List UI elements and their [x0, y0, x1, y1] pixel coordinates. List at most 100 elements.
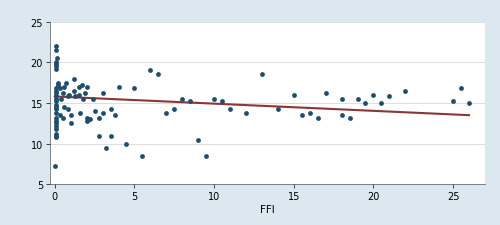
- Point: [60, 106, 68, 109]
- Point: [52, 124, 60, 128]
- Point: [465, 102, 473, 105]
- Point: [306, 111, 314, 115]
- Point: [52, 63, 60, 66]
- Point: [81, 92, 89, 96]
- Point: [52, 61, 60, 65]
- Point: [98, 111, 106, 115]
- Point: [96, 134, 104, 138]
- Point: [52, 90, 60, 93]
- Point: [449, 100, 457, 104]
- Point: [338, 114, 345, 117]
- X-axis label: FFI: FFI: [260, 204, 275, 214]
- Point: [90, 110, 98, 113]
- Point: [202, 154, 210, 158]
- Point: [52, 134, 60, 138]
- Point: [66, 122, 74, 126]
- Point: [82, 86, 90, 89]
- Point: [70, 77, 78, 81]
- Point: [52, 122, 60, 126]
- Point: [64, 108, 72, 112]
- Point: [52, 95, 60, 99]
- Point: [51, 165, 59, 169]
- Point: [258, 73, 266, 77]
- Point: [52, 106, 60, 109]
- Point: [162, 111, 170, 115]
- Point: [56, 114, 64, 117]
- Point: [74, 86, 82, 89]
- Point: [52, 49, 60, 53]
- Point: [290, 94, 298, 97]
- Point: [218, 100, 226, 104]
- Point: [52, 68, 60, 71]
- Point: [130, 87, 138, 91]
- Point: [58, 116, 66, 120]
- Point: [52, 45, 60, 49]
- Point: [72, 95, 80, 99]
- Point: [52, 111, 60, 115]
- Point: [52, 128, 60, 131]
- Point: [52, 92, 60, 96]
- Point: [58, 92, 66, 96]
- Point: [402, 90, 409, 93]
- Point: [194, 138, 202, 142]
- Point: [102, 146, 110, 150]
- Point: [54, 81, 62, 85]
- Point: [52, 100, 60, 104]
- Point: [52, 133, 60, 136]
- Point: [146, 69, 154, 73]
- Point: [378, 102, 386, 105]
- Point: [314, 116, 322, 120]
- Point: [52, 108, 60, 112]
- Point: [52, 65, 60, 69]
- Point: [80, 98, 88, 101]
- Point: [53, 57, 61, 61]
- Point: [52, 103, 60, 107]
- Point: [82, 116, 90, 120]
- Point: [186, 100, 194, 104]
- Point: [62, 81, 70, 85]
- Point: [89, 98, 97, 101]
- Point: [122, 142, 130, 146]
- Point: [86, 118, 94, 122]
- Point: [60, 86, 68, 89]
- Point: [82, 119, 90, 123]
- Point: [66, 114, 74, 117]
- Point: [338, 98, 345, 101]
- Point: [298, 114, 306, 117]
- Point: [52, 98, 60, 101]
- Point: [154, 73, 162, 77]
- Point: [74, 94, 82, 97]
- Point: [65, 94, 73, 97]
- Point: [76, 111, 84, 115]
- Point: [242, 111, 250, 115]
- Point: [70, 90, 78, 93]
- Point: [56, 87, 64, 91]
- Point: [170, 108, 178, 112]
- Point: [346, 116, 354, 120]
- Point: [64, 95, 72, 99]
- Point: [370, 94, 378, 97]
- Point: [52, 87, 60, 91]
- Point: [457, 87, 465, 91]
- Point: [178, 98, 186, 101]
- Point: [210, 98, 218, 101]
- Point: [52, 136, 60, 139]
- Point: [52, 119, 60, 123]
- Point: [114, 86, 122, 89]
- Point: [362, 102, 370, 105]
- Point: [54, 84, 62, 88]
- Point: [98, 92, 106, 96]
- Point: [226, 108, 234, 112]
- Point: [106, 134, 114, 138]
- Point: [138, 154, 146, 158]
- Point: [52, 116, 60, 120]
- Point: [57, 98, 65, 101]
- Point: [354, 98, 362, 101]
- Point: [78, 84, 86, 88]
- Point: [112, 114, 120, 117]
- Point: [274, 108, 282, 112]
- Point: [386, 95, 394, 99]
- Point: [96, 116, 104, 120]
- Point: [322, 92, 330, 96]
- Point: [106, 108, 114, 112]
